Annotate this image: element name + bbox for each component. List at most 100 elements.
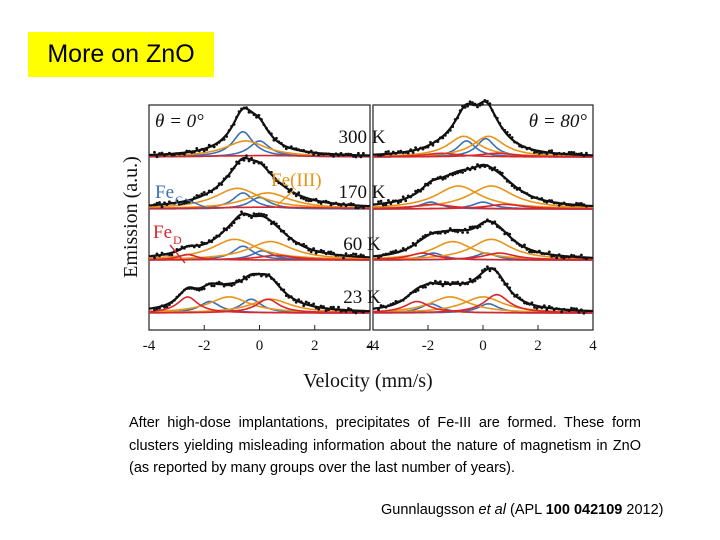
data-point <box>187 149 191 153</box>
data-point <box>349 153 353 156</box>
data-point <box>421 285 425 289</box>
data-point <box>446 281 450 284</box>
data-point <box>443 280 447 284</box>
data-point <box>481 102 484 106</box>
data-point <box>401 247 405 250</box>
data-point <box>384 252 388 256</box>
data-point <box>183 201 186 205</box>
data-point <box>287 237 291 241</box>
data-point <box>471 165 474 169</box>
data-point <box>322 200 325 203</box>
data-point <box>429 281 432 285</box>
data-point <box>362 310 365 314</box>
data-point <box>289 187 293 191</box>
data-point <box>394 300 398 303</box>
data-point <box>230 167 233 171</box>
data-point <box>510 238 514 242</box>
data-point <box>399 249 403 253</box>
data-point <box>202 149 206 153</box>
data-point <box>396 150 400 153</box>
fe-d-annotation: Fe <box>153 222 172 243</box>
data-point <box>565 152 568 156</box>
data-point <box>409 148 413 152</box>
data-point <box>552 308 556 312</box>
data-point <box>215 142 219 146</box>
data-point <box>431 178 435 181</box>
data-point <box>518 296 521 300</box>
data-point <box>178 293 181 297</box>
data-point <box>240 280 243 284</box>
data-point <box>292 192 296 195</box>
data-point <box>471 280 474 284</box>
data-point <box>483 220 487 224</box>
data-point <box>471 101 474 105</box>
data-point <box>394 152 398 155</box>
data-point <box>292 298 296 302</box>
data-point <box>215 281 219 285</box>
data-point <box>240 158 243 162</box>
data-point <box>337 154 340 157</box>
data-point <box>180 202 184 206</box>
data-point <box>535 306 539 310</box>
data-point <box>215 234 219 238</box>
data-point <box>555 152 559 156</box>
data-point <box>391 250 395 254</box>
data-point <box>307 248 311 252</box>
data-point <box>520 190 524 193</box>
data-point <box>382 153 385 156</box>
data-point <box>232 221 236 225</box>
data-point <box>523 243 526 247</box>
data-point <box>505 131 509 134</box>
data-point <box>158 254 161 258</box>
right-row1-fe_iii-component-2 <box>373 185 593 209</box>
data-point <box>389 303 393 306</box>
data-point <box>180 152 184 155</box>
data-point <box>533 306 536 309</box>
data-point <box>424 233 427 237</box>
data-point <box>542 200 546 203</box>
data-point <box>510 184 514 188</box>
data-point <box>232 283 236 286</box>
data-point <box>192 245 196 249</box>
data-point <box>448 172 452 176</box>
slide-title: More on ZnO <box>47 40 195 68</box>
data-point <box>580 202 583 205</box>
data-point <box>453 172 457 176</box>
data-point <box>540 252 544 256</box>
data-point <box>533 151 536 154</box>
citation: Gunnlaugsson et al (APL 100 042109 2012) <box>381 502 663 518</box>
data-point <box>488 220 492 223</box>
data-point <box>404 296 408 300</box>
data-point <box>252 212 256 216</box>
data-point <box>448 227 452 230</box>
data-point <box>255 115 258 119</box>
data-point <box>540 197 544 200</box>
data-point <box>183 152 186 156</box>
data-point <box>439 280 442 284</box>
data-point <box>342 202 345 205</box>
data-point <box>155 155 159 159</box>
data-point <box>242 106 246 110</box>
data-point <box>530 196 534 200</box>
y-axis-label: Emission (a.u.) <box>120 156 142 278</box>
data-point <box>473 225 477 229</box>
data-point <box>523 145 526 149</box>
data-point <box>382 203 385 207</box>
data-point <box>542 252 546 256</box>
data-point <box>260 118 263 121</box>
data-point <box>225 135 228 138</box>
data-point <box>406 294 410 298</box>
right-tick-label: 4 <box>589 338 597 354</box>
data-point <box>429 181 432 185</box>
data-point <box>409 195 413 199</box>
data-point <box>165 252 169 256</box>
data-point <box>284 294 288 297</box>
mossbauer-figure: θ = 0° -4 -2 0 2 4 θ = 80° -4 -2 0 2 4 300 K 170 K 60 … <box>120 99 597 392</box>
data-point <box>547 305 551 308</box>
data-point <box>342 309 345 312</box>
data-point <box>357 206 360 210</box>
data-point <box>486 218 489 222</box>
data-point <box>265 126 268 130</box>
fe-iii-arrow <box>274 190 294 208</box>
data-point <box>327 308 330 311</box>
